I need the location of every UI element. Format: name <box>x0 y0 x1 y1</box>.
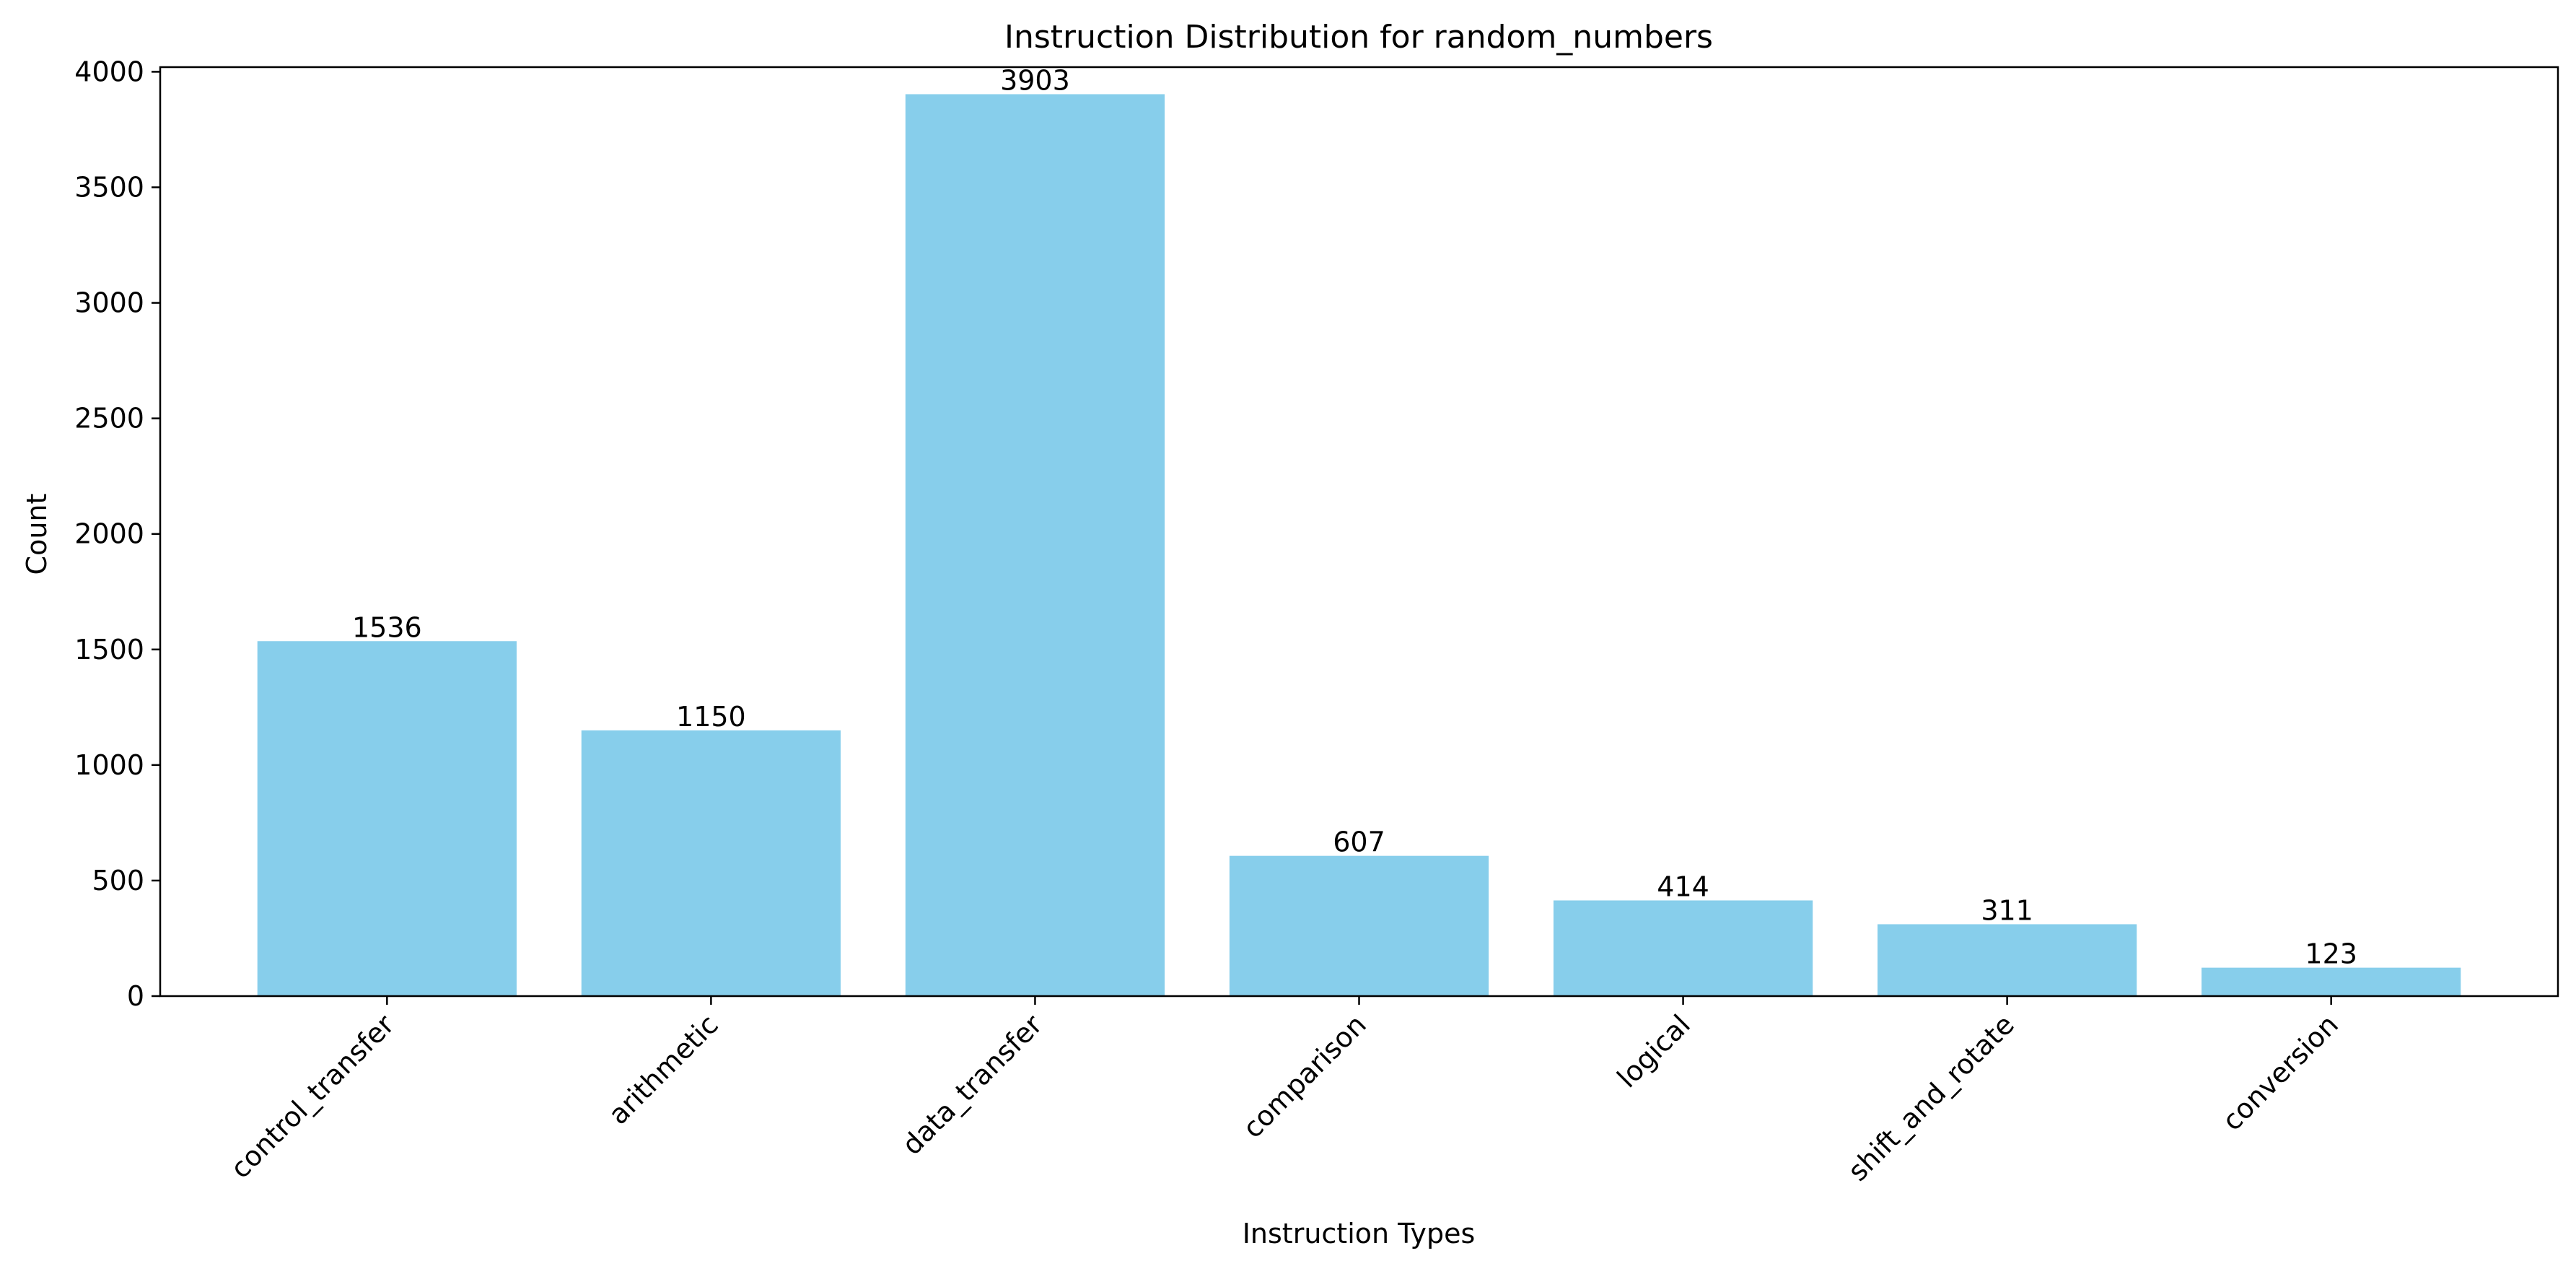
y-tick-label: 1500 <box>74 634 144 666</box>
data-label-arithmetic: 1150 <box>676 701 746 733</box>
y-axis: 0 500 1000 1500 2000 2500 3000 3500 4000 <box>74 56 160 1012</box>
y-axis-label: Count <box>21 494 53 575</box>
y-tick-label: 4000 <box>74 56 144 87</box>
y-tick-label: 2500 <box>74 403 144 435</box>
bar-comparison <box>1229 855 1489 996</box>
bar-arithmetic <box>581 730 841 996</box>
data-label-control_transfer: 1536 <box>352 611 422 643</box>
x-tick-label-data_transfer: data_transfer <box>896 1008 1048 1161</box>
x-tick-label-comparison: comparison <box>1237 1008 1372 1144</box>
x-axis: control_transfer arithmetic data_transfer c… <box>224 996 2344 1187</box>
bars-group <box>257 94 2461 996</box>
data-label-logical: 414 <box>1657 871 1709 902</box>
x-tick-label-shift_and_rotate: shift_and_rotate <box>1841 1008 2020 1187</box>
y-tick-label: 3500 <box>74 172 144 204</box>
bar-conversion <box>2202 967 2461 996</box>
y-tick-label: 3000 <box>74 287 144 319</box>
y-tick-label: 0 <box>127 980 144 1012</box>
y-tick-label: 2000 <box>74 518 144 550</box>
plot-frame <box>159 66 2559 998</box>
bar-data_transfer <box>905 94 1165 996</box>
data-label-shift_and_rotate: 311 <box>1981 894 2033 926</box>
chart-title: Instruction Distribution for random_numb… <box>1004 19 1713 56</box>
bar-control_transfer <box>257 641 517 996</box>
data-label-conversion: 123 <box>2305 938 2357 970</box>
x-tick-label-logical: logical <box>1611 1008 1696 1094</box>
x-tick-label-conversion: conversion <box>2216 1008 2344 1137</box>
x-tick-label-control_transfer: control_transfer <box>224 1008 400 1184</box>
bar-logical <box>1553 900 1813 996</box>
data-labels-group: 1536 1150 3903 607 414 311 123 <box>352 64 2357 969</box>
x-tick-label-arithmetic: arithmetic <box>603 1008 724 1130</box>
bar-shift_and_rotate <box>1877 924 2137 996</box>
y-tick-label: 1000 <box>74 749 144 781</box>
y-tick-label: 500 <box>92 865 144 896</box>
x-axis-label: Instruction Types <box>1243 1218 1476 1249</box>
data-label-comparison: 607 <box>1333 826 1385 858</box>
data-label-data_transfer: 3903 <box>1000 64 1070 96</box>
